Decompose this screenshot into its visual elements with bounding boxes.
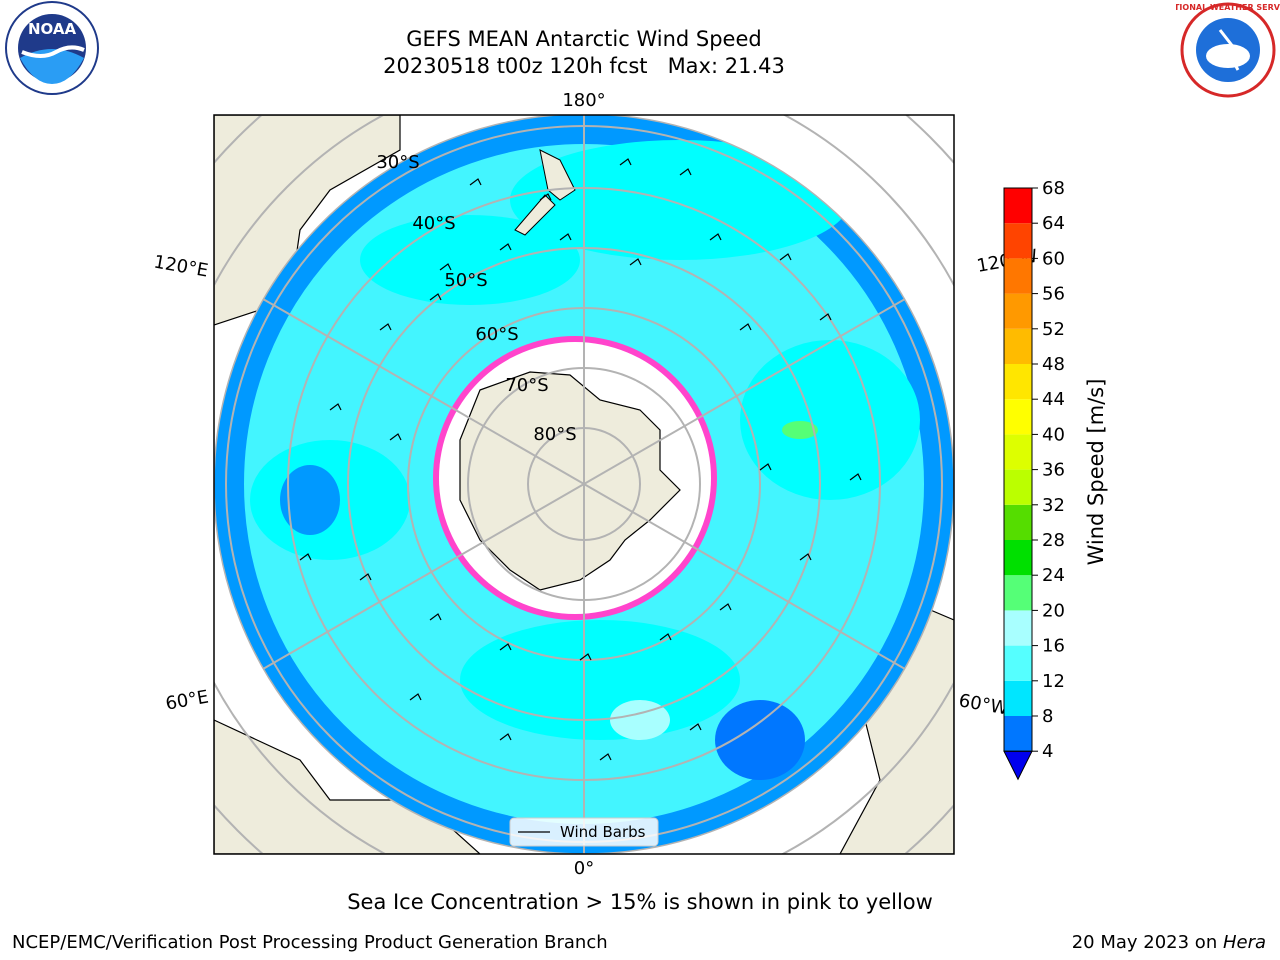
footer-date: 20 May 2023 on Hera <box>1072 932 1266 953</box>
lat-label-40s: 40°S <box>412 213 455 234</box>
colorbar-tick-label: 32 <box>1042 495 1065 516</box>
antarctica-land <box>459 371 681 591</box>
colorbar-segment <box>1004 399 1032 435</box>
colorbar-tick-label: 52 <box>1042 319 1065 340</box>
lon-label-upper-left: 120°E <box>152 251 210 281</box>
colorbar-extend-arrow <box>1003 750 1033 781</box>
footer-host: Hera <box>1222 932 1266 953</box>
colorbar-tick-label: 48 <box>1042 354 1065 375</box>
lon-label-top: 180° <box>562 90 605 111</box>
lon-label-bottom: 0° <box>574 858 594 879</box>
colorbar-tick-label: 24 <box>1042 565 1065 586</box>
colorbar-tick-label: 64 <box>1042 213 1065 234</box>
lat-label-80s: 80°S <box>533 424 576 445</box>
colorbar-segment <box>1004 540 1032 576</box>
colorbar-tick-label: 12 <box>1042 671 1065 692</box>
colorbar-segment <box>1004 680 1032 716</box>
map-legend: Wind Barbs <box>509 817 659 847</box>
colorbar-tick-label: 56 <box>1042 284 1065 305</box>
colorbar-segment <box>1004 504 1032 540</box>
colorbar-segment <box>1004 469 1032 505</box>
colorbar-tick-label: 60 <box>1042 248 1065 269</box>
footer-credit: NCEP/EMC/Verification Post Processing Pr… <box>12 932 608 953</box>
colorbar-tick-label: 28 <box>1042 530 1065 551</box>
colorbar-tick-label: 16 <box>1042 636 1065 657</box>
colorbar-tick-label: 68 <box>1042 178 1065 199</box>
caption: Sea Ice Concentration > 15% is shown in … <box>347 890 933 914</box>
colorbar-label: Wind Speed [m/s] <box>1084 378 1108 566</box>
colorbar-segment <box>1004 610 1032 646</box>
colorbar-segment <box>1004 575 1032 611</box>
colorbar-segment <box>1004 223 1032 259</box>
noaa-logo-text: NOAA <box>28 20 77 38</box>
colorbar-tick-label: 8 <box>1042 706 1053 727</box>
colorbar-segment <box>1004 434 1032 470</box>
colorbar-tick-label: 20 <box>1042 600 1065 621</box>
colorbar-tick-label: 4 <box>1042 741 1053 762</box>
nws-logo-text: NATIONAL WEATHER SERVICE <box>1176 3 1280 12</box>
colorbar-tick-label: 36 <box>1042 460 1065 481</box>
chart-subtitle: 20230518 t00z 120h fcst Max: 21.43 <box>383 54 785 78</box>
wind-barbs <box>299 158 862 761</box>
lon-label-lower-left: 60°E <box>164 686 210 714</box>
colorbar-segment <box>1004 188 1032 224</box>
colorbar-segment <box>1004 293 1032 329</box>
australia-land <box>214 115 401 326</box>
colorbar-tick-label: 44 <box>1042 389 1065 410</box>
chart-title: GEFS MEAN Antarctic Wind Speed <box>406 27 762 51</box>
colorbar-segment <box>1004 258 1032 294</box>
colorbar-tick-label: 40 <box>1042 424 1065 445</box>
nws-logo: NATIONAL WEATHER SERVICE <box>1176 2 1280 98</box>
map-frame <box>213 114 955 855</box>
colorbar-segment <box>1004 716 1032 752</box>
legend-wind-barbs: Wind Barbs <box>560 823 646 841</box>
lat-label-60s: 60°S <box>475 324 518 345</box>
footer-date-text: 20 May 2023 on <box>1071 932 1223 953</box>
colorbar-segment <box>1004 328 1032 364</box>
lat-label-70s: 70°S <box>505 375 548 396</box>
lat-label-30s: 30°S <box>376 152 419 173</box>
colorbar-segment <box>1004 645 1032 681</box>
noaa-logo: NOAA <box>5 1 99 95</box>
colorbar-segment <box>1004 364 1032 400</box>
lat-label-50s: 50°S <box>444 270 487 291</box>
